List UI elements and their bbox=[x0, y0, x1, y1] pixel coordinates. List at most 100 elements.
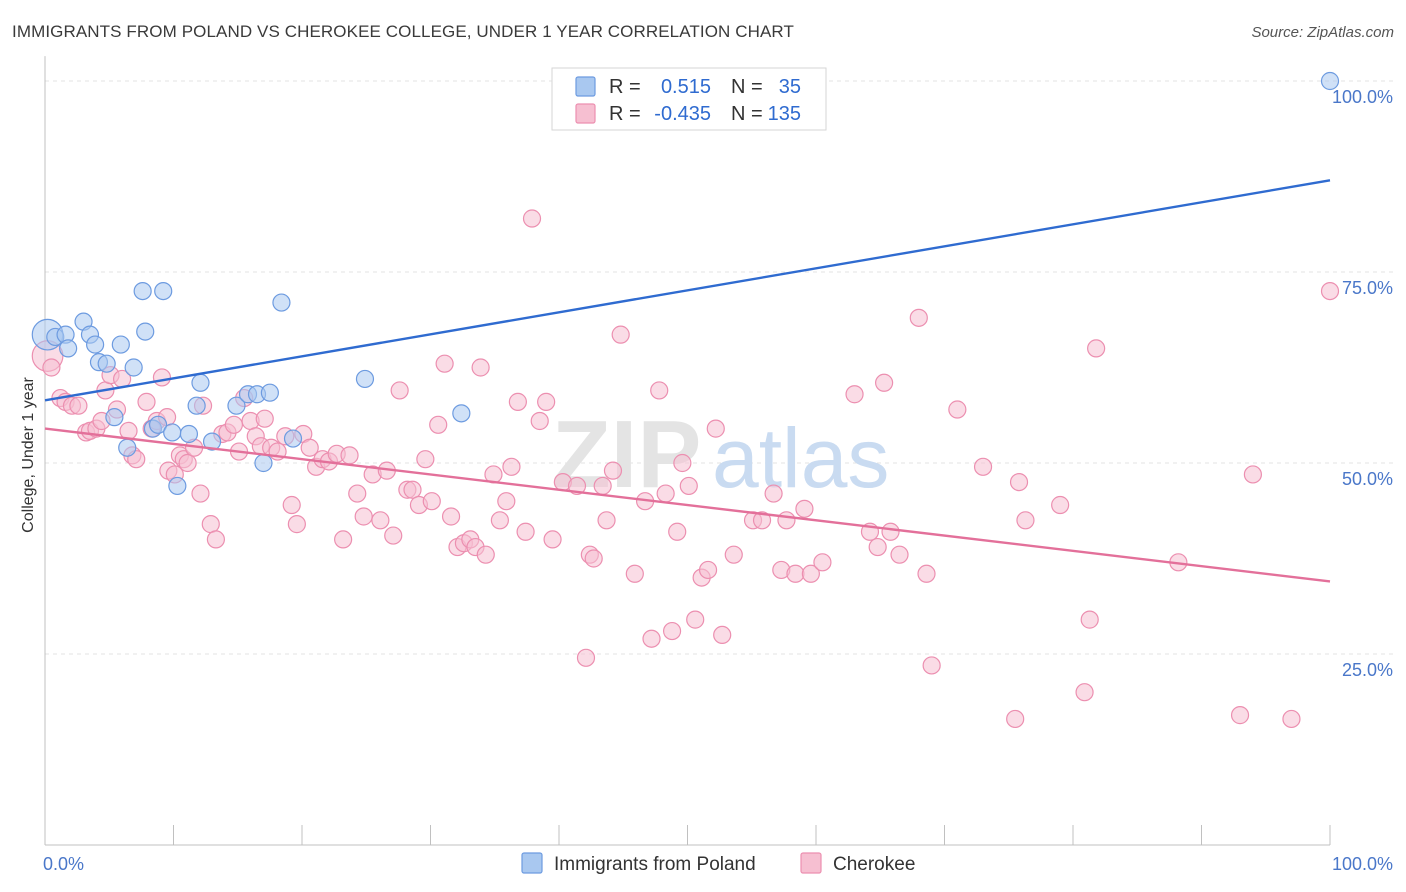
cherokee-point bbox=[813, 553, 832, 572]
cherokee-point bbox=[371, 511, 390, 530]
cherokee-point bbox=[191, 484, 210, 503]
cherokee-point bbox=[476, 545, 495, 564]
cherokee-point bbox=[543, 530, 562, 549]
cherokee-point bbox=[1009, 473, 1029, 492]
cherokee-point bbox=[1243, 465, 1263, 484]
cherokee-trend-line bbox=[44, 427, 1331, 583]
cherokee-point bbox=[201, 515, 220, 534]
legend-n-value: 135 bbox=[768, 103, 801, 125]
series-legend-swatch-cherokee bbox=[800, 852, 822, 874]
cherokee-point bbox=[508, 392, 527, 411]
series-legend-label-cherokee: Cherokee bbox=[833, 854, 915, 875]
cherokee-point bbox=[584, 549, 603, 568]
cherokee-point bbox=[422, 492, 441, 511]
poland-point bbox=[260, 383, 279, 402]
y-tick-label: 75.0% bbox=[1342, 278, 1393, 298]
legend-r-value: 0.515 bbox=[661, 76, 711, 98]
cherokee-point bbox=[429, 415, 448, 434]
cherokee-point bbox=[1080, 610, 1099, 629]
poland-point bbox=[105, 408, 124, 427]
poland-point bbox=[179, 424, 199, 444]
cherokee-point bbox=[706, 419, 725, 438]
cherokee-point bbox=[603, 461, 623, 480]
cherokee-point bbox=[752, 511, 772, 530]
cherokee-point bbox=[435, 354, 454, 373]
cherokee-point bbox=[597, 511, 616, 530]
stats-legend-box bbox=[551, 67, 827, 131]
cherokee-point bbox=[441, 507, 461, 526]
cherokee-point bbox=[1230, 706, 1250, 725]
cherokee-point bbox=[868, 537, 887, 557]
cherokee-point bbox=[890, 545, 909, 564]
poland-point bbox=[97, 354, 116, 373]
cherokee-point bbox=[224, 415, 243, 434]
cherokee-point bbox=[764, 484, 783, 503]
cherokee-point bbox=[390, 381, 409, 400]
cherokee-point bbox=[611, 325, 630, 344]
cherokee-point bbox=[1006, 709, 1025, 729]
legend-swatch-poland bbox=[575, 76, 596, 97]
cherokee-point bbox=[1016, 511, 1035, 530]
chart-title: IMMIGRANTS FROM POLAND VS CHEROKEE COLLE… bbox=[12, 22, 794, 41]
cherokee-points bbox=[31, 209, 1340, 729]
cherokee-point bbox=[178, 453, 197, 473]
cherokee-point bbox=[516, 522, 535, 541]
chart-source: Source: ZipAtlas.com bbox=[1251, 24, 1394, 41]
x-tick-label: 100.0% bbox=[1332, 854, 1393, 874]
trend-lines bbox=[44, 179, 1331, 583]
cherokee-point bbox=[348, 484, 367, 503]
y-tick-label: 50.0% bbox=[1342, 469, 1393, 489]
stats-legend: R = 0.515 N = 35 R = -0.435 N = 135 bbox=[551, 67, 827, 131]
cherokee-point bbox=[255, 409, 274, 428]
y-tick-labels: 25.0% 50.0% 75.0% 100.0% bbox=[1332, 87, 1393, 680]
cherokee-point bbox=[206, 530, 226, 549]
cherokee-point bbox=[497, 492, 516, 511]
cherokee-point bbox=[801, 564, 820, 583]
poland-point bbox=[163, 423, 182, 442]
cherokee-point bbox=[673, 453, 692, 473]
gridlines bbox=[45, 80, 1395, 655]
cherokee-point bbox=[786, 564, 805, 583]
legend-swatch-cherokee bbox=[575, 103, 596, 124]
poland-point bbox=[136, 322, 155, 341]
poland-point bbox=[118, 438, 137, 457]
poland-point bbox=[148, 415, 168, 434]
series-legend-swatch-poland bbox=[521, 852, 543, 874]
watermark: ZIP atlas bbox=[552, 401, 889, 508]
poland-point bbox=[124, 358, 143, 377]
cherokee-point bbox=[1087, 339, 1106, 358]
poland-point bbox=[168, 476, 187, 496]
y-tick-label: 25.0% bbox=[1342, 660, 1393, 680]
poland-point bbox=[59, 339, 78, 358]
poland-point bbox=[254, 453, 273, 473]
cherokee-point bbox=[724, 545, 743, 564]
cherokee-point bbox=[642, 629, 661, 648]
watermark-atlas: atlas bbox=[712, 411, 889, 505]
poland-point bbox=[187, 396, 206, 415]
cherokee-point bbox=[42, 358, 61, 377]
poland-trend-line bbox=[44, 179, 1331, 402]
poland-point bbox=[133, 282, 152, 301]
cherokee-point bbox=[287, 515, 306, 534]
poland-point bbox=[202, 432, 222, 451]
legend-r-label: R = bbox=[609, 76, 641, 98]
series-legend-label-poland: Immigrants from Poland bbox=[554, 854, 756, 875]
cherokee-point bbox=[300, 438, 319, 457]
cherokee-point bbox=[1051, 495, 1070, 515]
series-legend: Immigrants from Poland Cherokee bbox=[521, 852, 915, 875]
legend-r-label: R = bbox=[609, 103, 641, 125]
poland-point bbox=[283, 429, 303, 448]
legend-n-label: N = bbox=[731, 76, 763, 98]
cherokee-point bbox=[537, 392, 556, 411]
cherokee-point bbox=[679, 476, 698, 496]
cherokee-point bbox=[973, 457, 993, 476]
cherokee-point bbox=[777, 511, 796, 530]
cherokee-point bbox=[1320, 282, 1340, 301]
poland-point bbox=[111, 335, 130, 354]
cherokee-point bbox=[917, 564, 936, 583]
cherokee-point bbox=[713, 625, 732, 645]
legend-n-label: N = bbox=[731, 103, 763, 125]
cherokee-point bbox=[593, 476, 612, 496]
cherokee-point bbox=[922, 656, 941, 675]
